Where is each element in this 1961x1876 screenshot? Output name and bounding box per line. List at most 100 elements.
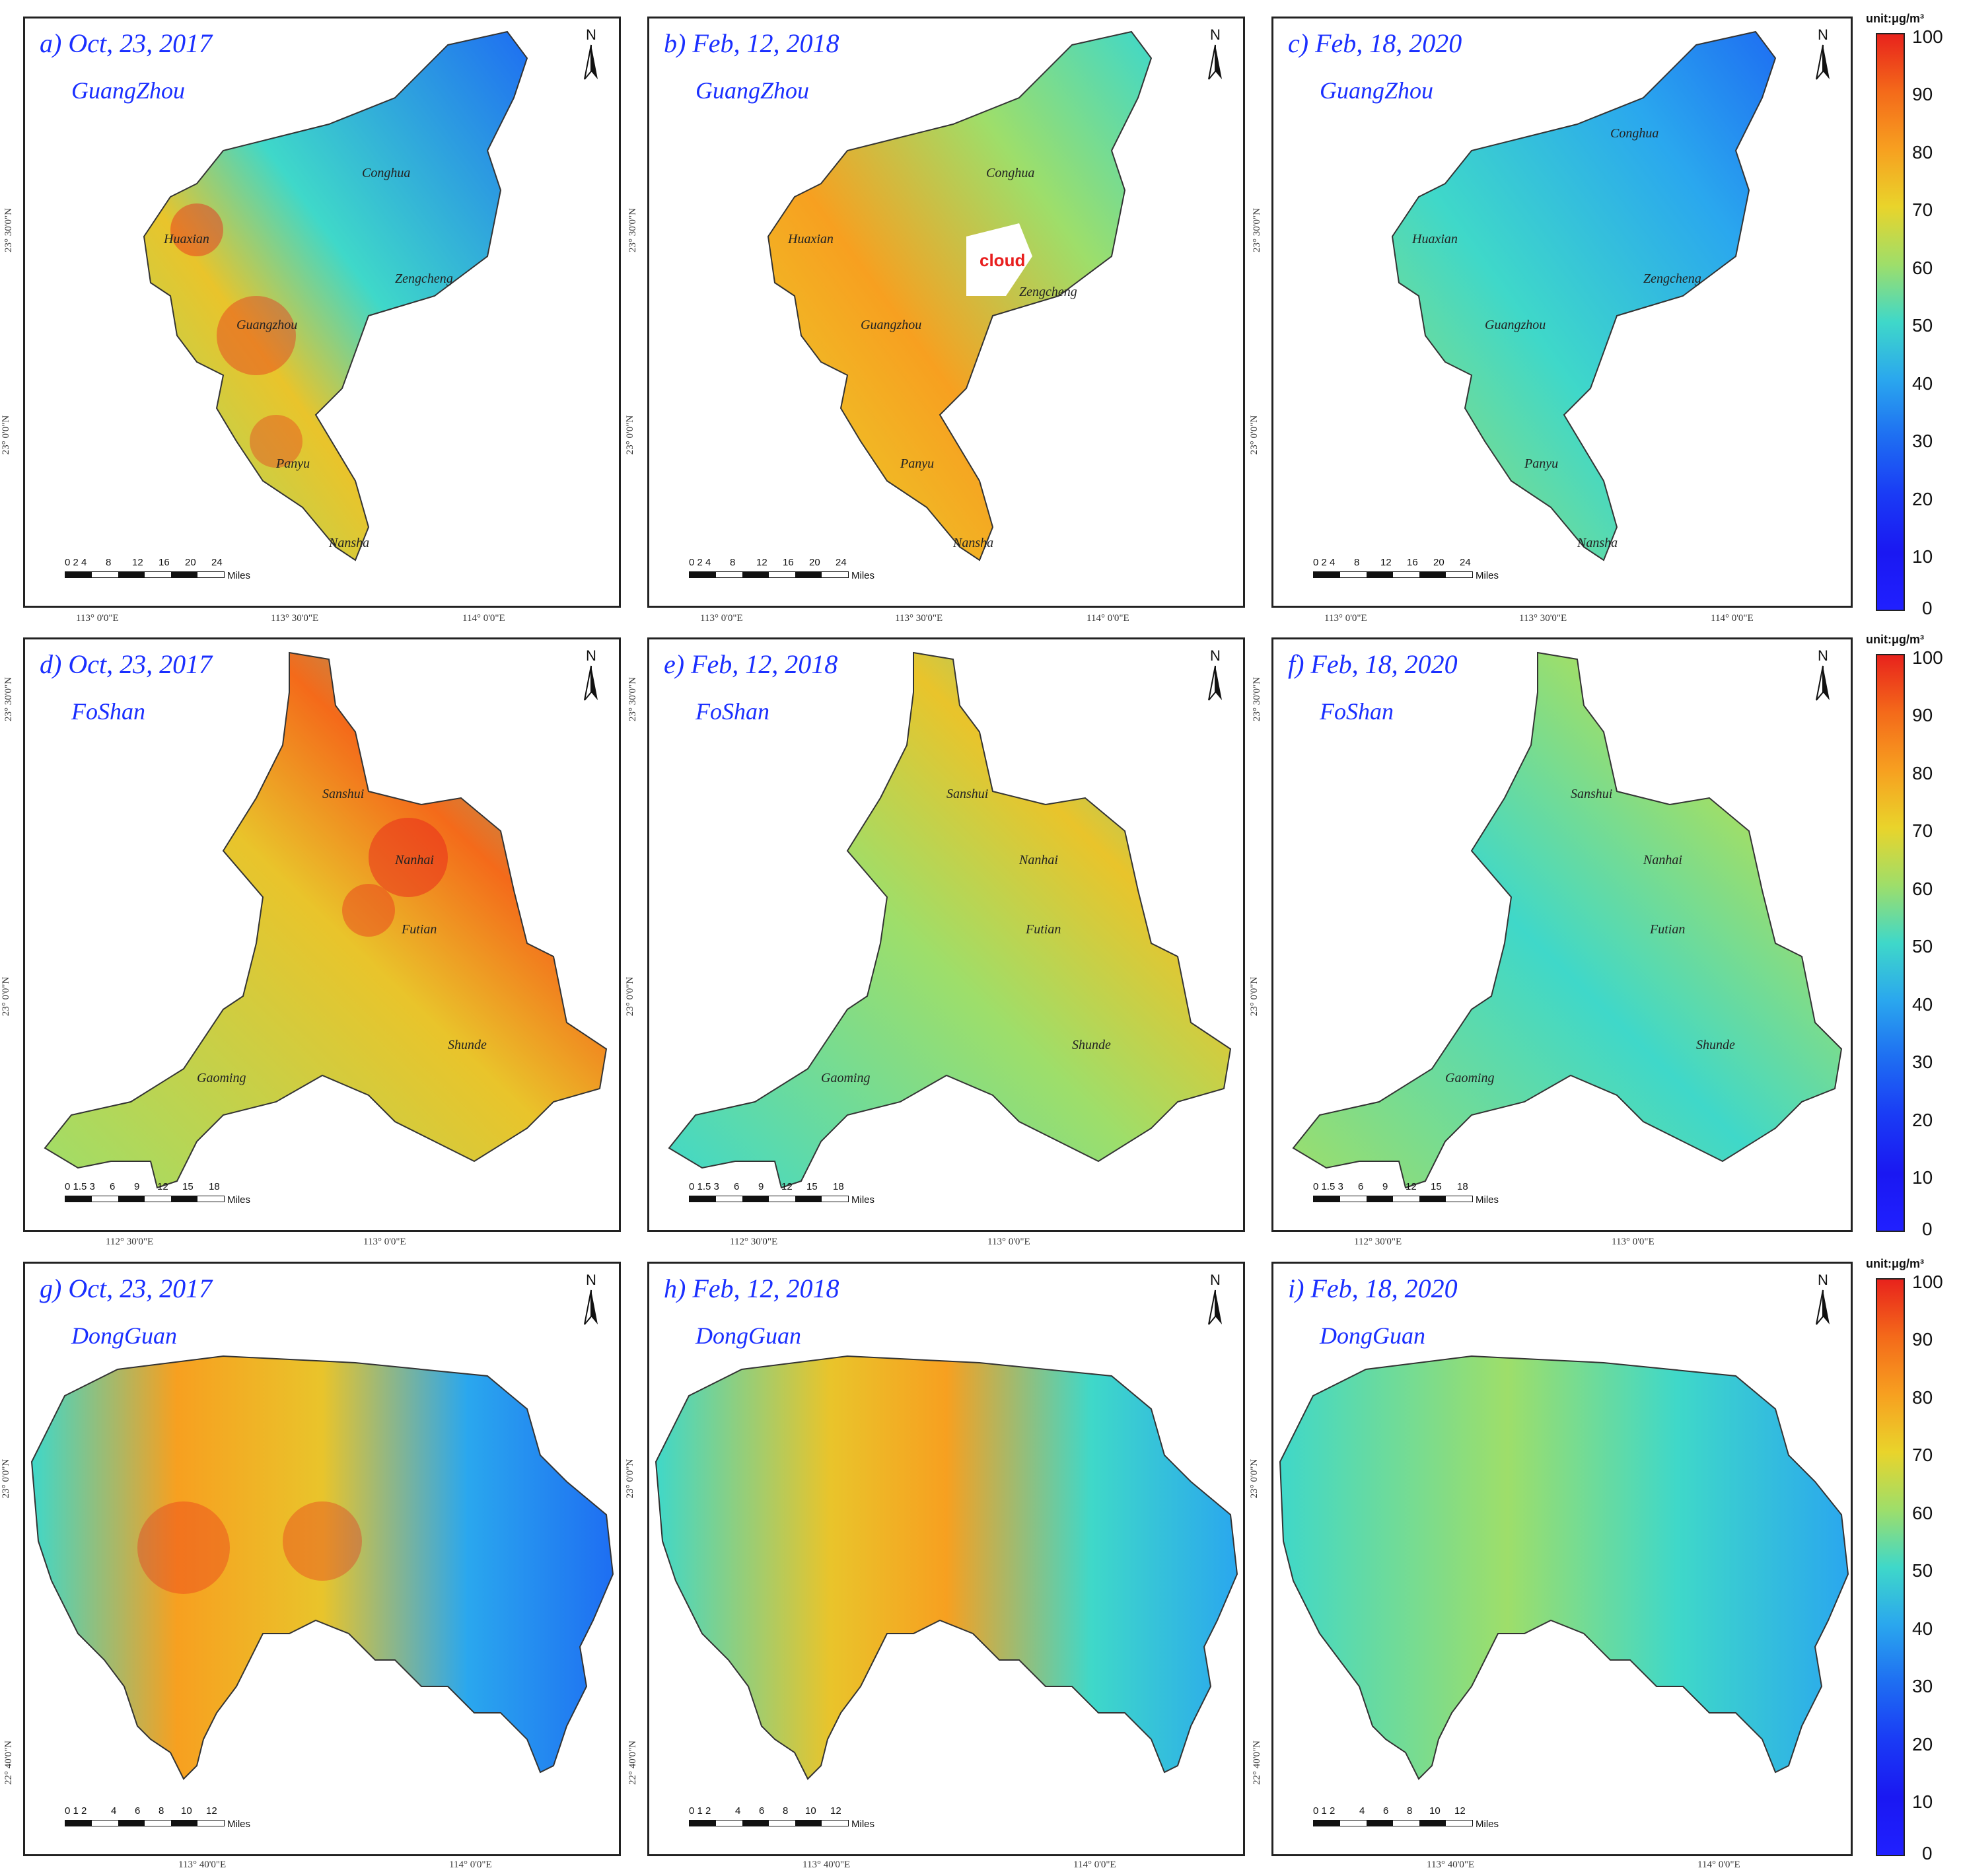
colorbar-tick: 70 [1912,820,1933,841]
longitude-label: 114° 0'0"E [1697,1859,1740,1870]
district-label: Conghua [1610,126,1658,141]
colorbar-tick: 70 [1912,199,1933,220]
district-label: Conghua [986,166,1034,180]
city-label: DongGuan [695,1322,801,1349]
longitude-label: 114° 0'0"E [1087,613,1129,624]
colorbar-unit: unit:μg/m³ [1866,633,1924,646]
district-label: Nansha [328,536,369,550]
north-arrow-icon: N [1202,26,1229,86]
colorbar-tick: 40 [1912,373,1933,394]
panel-title: a) Oct, 23, 2017 [40,28,213,58]
city-label: GuangZhou [695,77,810,104]
map-panel-f: f) Feb, 18, 2020 FoShan N Sanshui Nanhai… [1271,637,1853,1232]
district-label: Huaxian [163,232,209,246]
scale-bar: 0 1 2 4 6 8 10 12 Miles [1313,1805,1499,1830]
city-label: FoShan [695,698,769,725]
north-arrow-icon: N [1202,1272,1229,1331]
colorbar-tick: 10 [1912,546,1933,567]
colorbar-tick: 80 [1912,1387,1933,1408]
district-label: Futian [1649,922,1685,937]
colorbar-tick: 20 [1912,1110,1933,1130]
colorbar-tick: 0 [1922,598,1933,618]
north-letter: N [586,26,596,43]
colorbar-unit: unit:μg/m³ [1866,1257,1924,1270]
latitude-label: 22° 40'0"N [3,1741,14,1785]
panel-title: f) Feb, 18, 2020 [1288,649,1458,679]
district-label: Sanshui [322,787,364,801]
district-label: Nansha [1577,536,1618,550]
district-label: Zengcheng [1643,271,1701,286]
latitude-label: 23° 0'0"N [1249,976,1260,1017]
longitude-label: 112° 30'0"E [1354,1237,1402,1247]
district-label: Nansha [952,536,993,550]
panel-title: c) Feb, 18, 2020 [1288,28,1462,58]
north-arrow-icon: N [1202,647,1229,707]
colorbar-tick: 0 [1922,1843,1933,1863]
district-label: Futian [1025,922,1061,937]
city-outline [44,651,608,1189]
map-panel-d: d) Oct, 23, 2017 FoShan N Sanshui Nanhai… [23,637,621,1232]
north-arrow-icon: N [578,647,604,707]
colorbar-tick: 30 [1912,1052,1933,1072]
map-panel-c: c) Feb, 18, 2020 GuangZhou N Conghua Hua… [1271,17,1853,608]
longitude-label: 113° 0'0"E [700,613,743,624]
panel-title: g) Oct, 23, 2017 [40,1274,213,1303]
panel-title: b) Feb, 12, 2018 [664,28,839,58]
colorbar-unit: unit:μg/m³ [1866,12,1924,25]
colorbar-tick: 50 [1912,1560,1933,1581]
colorbar-tick: 90 [1912,1329,1933,1350]
scale-bar: 0 1.5 3 6 9 12 15 18 Miles [1313,1181,1499,1206]
latitude-label: 23° 0'0"N [1249,415,1260,455]
scale-bar: 0 1 2 4 6 8 10 12 Miles [689,1805,875,1830]
city-label: FoShan [71,698,145,725]
district-map: Conghua Huaxian Zengcheng Guangzhou Pany… [1391,30,1777,561]
latitude-label: 23° 0'0"N [625,976,636,1017]
city-outline [767,30,1153,561]
city-outline [1292,651,1843,1189]
district-label: Gaoming [1445,1071,1494,1085]
cloud-label: cloud [980,250,1025,270]
latitude-label: 23° 0'0"N [1249,1459,1260,1499]
district-label: Sanshui [946,787,988,801]
longitude-label: 113° 30'0"E [1519,613,1567,624]
district-label: Panyu [275,456,310,471]
district-label: Panyu [1524,456,1558,471]
district-label: Nanhai [1643,853,1682,867]
colorbar-tick: 100 [1912,26,1943,47]
scale-bar: 0 2 4 8 12 16 20 24 Miles [1313,557,1499,581]
district-label: Guangzhou [1485,318,1546,332]
colorbar-tick: 10 [1912,1167,1933,1188]
district-label: Guangzhou [861,318,921,332]
latitude-label: 23° 30'0"N [627,208,638,252]
city-outline [668,651,1232,1189]
city-outline [655,1355,1238,1780]
district-map: Sanshui Nanhai Futian Gaoming Shunde [668,651,1232,1189]
map-panel-a: a) Oct, 23, 2017 GuangZhou N Conghua Hua… [23,17,621,608]
colorbar-tick: 10 [1912,1791,1933,1812]
longitude-label: 114° 0'0"E [449,1859,492,1870]
longitude-label: 112° 30'0"E [106,1237,154,1247]
district-label: Sanshui [1571,787,1612,801]
latitude-label: 23° 30'0"N [1251,677,1262,721]
city-label: DongGuan [1320,1322,1425,1349]
district-label: Futian [401,922,437,937]
scale-bar: 0 1.5 3 6 9 12 15 18 Miles [65,1181,251,1206]
longitude-label: 113° 0'0"E [1612,1237,1655,1247]
map-panel-g: g) Oct, 23, 2017 DongGuan N 0 1 2 4 6 8 10 12… [23,1262,621,1856]
longitude-label: 113° 0'0"E [76,613,119,624]
latitude-label: 23° 0'0"N [625,415,636,455]
district-map: Sanshui Nanhai Futian Gaoming Shunde [1292,651,1843,1189]
city-outline [143,30,528,561]
north-arrow-icon: N [1810,647,1836,707]
scale-bar: 0 1 2 4 6 8 10 12 Miles [65,1805,251,1830]
city-label: FoShan [1320,698,1394,725]
cloud-area [966,223,1032,296]
scale-unit: Miles [227,570,251,581]
district-label: Shunde [448,1038,487,1052]
longitude-label: 113° 40'0"E [802,1859,851,1870]
latitude-label: 22° 40'0"N [627,1741,638,1785]
panel-title: i) Feb, 18, 2020 [1288,1274,1458,1303]
city-outline [1391,30,1777,561]
colorbar-tick: 50 [1912,936,1933,956]
colorbar-tick: 40 [1912,994,1933,1015]
